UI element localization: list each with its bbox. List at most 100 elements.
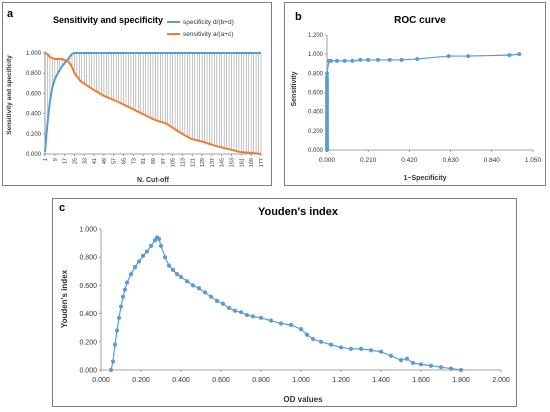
chart-c-youden-point bbox=[162, 255, 168, 260]
legend-label-specificity: specificity d/(b+d) bbox=[183, 19, 234, 26]
chart-b-x-tick-label: 0.000 bbox=[319, 157, 336, 164]
chart-c-x-tick-label: 0.800 bbox=[252, 377, 270, 384]
chart-c-x-tick-label: 1.600 bbox=[412, 377, 430, 384]
chart-b-x-tick-label: 0.840 bbox=[484, 157, 501, 164]
chart-c-youden-point bbox=[368, 348, 374, 353]
chart-c-y-tick-label: 0.800 bbox=[79, 255, 97, 262]
chart-c-youden-point bbox=[174, 272, 180, 277]
chart-b-x-tick-label: 0.630 bbox=[442, 157, 459, 164]
chart-c-youden-point bbox=[148, 243, 154, 249]
chart-b-roc-point bbox=[334, 58, 339, 63]
chart-b-xlabel: 1−Specificity bbox=[404, 175, 447, 182]
chart-a-xlabel: N. Cut-off bbox=[137, 177, 170, 184]
chart-b-roc-point bbox=[350, 58, 355, 63]
chart-b-ylabel: Sensitivity bbox=[291, 71, 298, 106]
chart-c-youden-point bbox=[136, 259, 142, 264]
chart-c-youden-point bbox=[232, 308, 238, 313]
chart-a-x-tick-label: 73 bbox=[131, 158, 137, 164]
chart-c-x-tick-label: 0.600 bbox=[212, 377, 230, 384]
chart-b-roc-point bbox=[387, 57, 392, 62]
chart-b-svg: b ROC curve 1−Specificity Sensitivity 0.… bbox=[291, 11, 542, 182]
chart-c-ylabel: Youden's index bbox=[60, 269, 69, 328]
chart-c-youden-point bbox=[250, 314, 256, 319]
chart-c-x-tick-label: 0.200 bbox=[132, 377, 150, 384]
chart-c-youden-point bbox=[318, 339, 324, 344]
chart-a-x-tick-label: 145 bbox=[220, 158, 226, 167]
chart-b-roc-point bbox=[325, 78, 329, 83]
chart-c-youden-point bbox=[166, 263, 172, 268]
chart-b-roc-point bbox=[325, 89, 329, 94]
chart-c-youden-point bbox=[158, 243, 164, 249]
chart-c-youden-point bbox=[124, 280, 130, 285]
chart-c-youden-point bbox=[238, 310, 244, 315]
chart-b-roc-point bbox=[325, 83, 329, 88]
chart-b-y-tick-label: 0.200 bbox=[308, 129, 324, 135]
chart-c-youden-point bbox=[338, 345, 344, 350]
chart-c-y-tick-label: 1.000 bbox=[79, 227, 97, 234]
chart-b-x-tick-label: 0.420 bbox=[401, 157, 418, 164]
chart-b-roc-point bbox=[325, 80, 329, 85]
chart-c-youden-point bbox=[418, 362, 424, 367]
chart-c-youden-point bbox=[116, 315, 122, 320]
panel-c-youden-index: c Youden's index OD values Youden's inde… bbox=[52, 198, 517, 407]
chart-b-roc-point bbox=[376, 57, 381, 62]
chart-a-series-sensitivity bbox=[44, 52, 262, 155]
chart-b-roc-point bbox=[342, 58, 347, 63]
chart-c-youden-point bbox=[348, 346, 354, 351]
chart-b-y-tick-label: 1.200 bbox=[308, 33, 324, 39]
chart-b-roc-point bbox=[325, 124, 329, 129]
chart-b-roc-point bbox=[325, 126, 329, 131]
chart-b-roc-point bbox=[325, 135, 329, 140]
chart-a-x-tick-label: 1 bbox=[43, 158, 49, 161]
chart-b-roc-point bbox=[446, 54, 451, 59]
chart-c-x-tick-label: 2.000 bbox=[492, 377, 510, 384]
chart-a-x-tick-label: 9 bbox=[53, 158, 59, 161]
chart-c-youden-point bbox=[220, 301, 226, 306]
chart-c-youden-point bbox=[170, 267, 176, 272]
chart-c-xlabel: OD values bbox=[283, 395, 323, 404]
chart-b-y-tick-label: 0.400 bbox=[308, 110, 324, 116]
chart-a-x-tick-label: 65 bbox=[122, 158, 128, 164]
chart-b-roc-point bbox=[325, 103, 329, 108]
chart-c-youden-point bbox=[190, 283, 196, 288]
chart-c-x-tick-label: 1.200 bbox=[332, 377, 350, 384]
chart-b-roc-point bbox=[325, 115, 329, 120]
chart-a-y-tick-label: 1.000 bbox=[26, 51, 42, 57]
chart-a-legend: specificity d/(b+d) sensitivity a/(a+c) bbox=[167, 19, 234, 38]
chart-a-x-tick-label: 97 bbox=[161, 158, 167, 164]
chart-c-x-tick-label: 1.400 bbox=[372, 377, 390, 384]
chart-b-roc-point bbox=[415, 56, 420, 61]
chart-a-x-tick-label: 89 bbox=[151, 158, 157, 164]
chart-a-y-tick-label: 0.400 bbox=[26, 112, 42, 118]
chart-b-y-tick-label: 0.800 bbox=[308, 71, 324, 77]
chart-b-roc-point bbox=[325, 129, 329, 134]
chart-a-ylabel: Sensitivity and specificity bbox=[6, 55, 13, 135]
chart-c-youden-point bbox=[214, 298, 220, 304]
chart-b-y-tick-label: 1.000 bbox=[308, 52, 324, 58]
chart-b-y-tick-label: 0.000 bbox=[308, 148, 324, 154]
chart-b-title: ROC curve bbox=[394, 15, 446, 26]
chart-a-x-tick-label: 33 bbox=[82, 158, 88, 164]
chart-c-youden-point bbox=[112, 342, 118, 347]
chart-b-roc-point bbox=[366, 57, 371, 62]
chart-c-youden-point bbox=[156, 236, 162, 241]
chart-a-y-tick-label: 0.000 bbox=[26, 152, 42, 158]
chart-c-youden-point bbox=[378, 349, 384, 354]
chart-a-x-tick-label: 129 bbox=[200, 158, 206, 167]
chart-a-y-tick-label: 0.600 bbox=[26, 91, 42, 97]
chart-c-y-tick-label: 0.000 bbox=[79, 368, 97, 375]
panel-label-b: b bbox=[295, 11, 302, 23]
chart-a-x-tick-label: 57 bbox=[112, 158, 118, 164]
chart-a-title: Sensitivity and specificity bbox=[53, 15, 163, 25]
chart-a-x-tick-label: 153 bbox=[230, 158, 236, 167]
chart-a-x-tick-label: 17 bbox=[63, 158, 69, 164]
chart-c-youden-point bbox=[208, 294, 214, 299]
chart-c-youden-point bbox=[448, 366, 454, 371]
chart-b-roc-point bbox=[325, 92, 329, 97]
chart-a-x-tick-label: 137 bbox=[210, 158, 216, 167]
chart-b-roc-point bbox=[325, 109, 329, 114]
chart-c-youden-point bbox=[438, 365, 444, 370]
chart-c-x-tick-label: 1.000 bbox=[292, 377, 310, 384]
legend-label-sensitivity: sensitivity a/(a+c) bbox=[183, 31, 233, 38]
chart-a-drop-lines bbox=[44, 53, 262, 154]
